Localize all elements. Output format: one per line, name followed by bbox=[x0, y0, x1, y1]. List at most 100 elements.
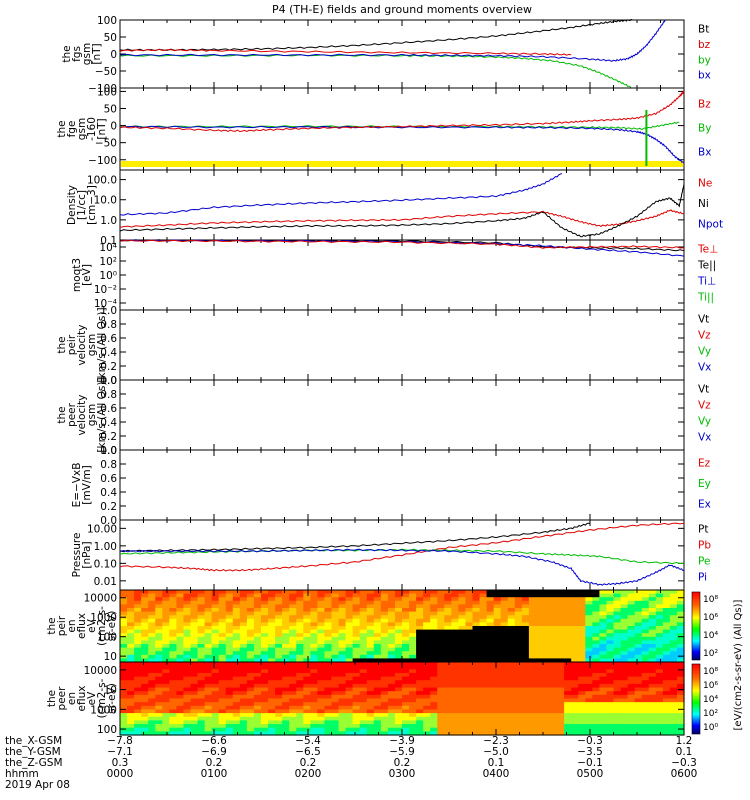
spectrogram-cell bbox=[169, 618, 177, 623]
spectrogram-cell bbox=[550, 683, 558, 689]
spectrogram-cell bbox=[557, 626, 565, 631]
spectrogram-cell bbox=[627, 669, 636, 674]
spectrogram-cell bbox=[394, 665, 403, 670]
series-line-p1-0 bbox=[119, 19, 633, 52]
spectrogram-cell bbox=[169, 687, 177, 692]
spectrogram-cell bbox=[211, 716, 220, 721]
legend-entry: Bx bbox=[698, 147, 711, 159]
spectrogram-cell bbox=[394, 654, 403, 659]
spectrogram-cell bbox=[606, 716, 615, 721]
spectrogram-cell bbox=[275, 713, 283, 718]
spectrogram-cell bbox=[275, 662, 283, 667]
spectrogram-cell bbox=[444, 633, 452, 638]
spectrogram-cell bbox=[535, 644, 544, 649]
spectrogram-cell bbox=[310, 669, 318, 674]
spectrogram-cell bbox=[366, 608, 375, 613]
spectrogram-cell bbox=[338, 724, 347, 729]
spectrogram-cell bbox=[310, 713, 318, 718]
spectrogram-cell bbox=[120, 662, 128, 667]
spectrogram-cell bbox=[535, 633, 544, 638]
spectrogram-cell bbox=[634, 647, 643, 652]
spectrogram-cell bbox=[444, 702, 452, 707]
spectrogram-cell bbox=[169, 691, 177, 696]
spectrogram-cell bbox=[211, 669, 220, 674]
y-tick-label: 10⁴ bbox=[99, 242, 117, 254]
colorbar-label: [eV/(cm2-s-sr-eV) (All Qs)] bbox=[733, 599, 744, 730]
spectrogram-cell bbox=[141, 600, 149, 605]
spectrogram-cell bbox=[183, 669, 192, 674]
spectrogram-cell bbox=[416, 633, 424, 638]
spectrogram-cell bbox=[289, 698, 297, 703]
x-tick-label: −0.1 bbox=[577, 757, 603, 769]
spectrogram-cell bbox=[190, 724, 199, 729]
spectrogram-cell bbox=[211, 651, 220, 656]
spectrogram-cell bbox=[169, 672, 177, 678]
spectrogram-cell bbox=[416, 680, 424, 685]
spectrogram-cell bbox=[585, 683, 593, 689]
spectrogram-cell bbox=[253, 694, 262, 700]
spectrogram-cell bbox=[345, 608, 354, 613]
spectrogram-cell bbox=[402, 600, 410, 605]
spectrogram-cell bbox=[338, 644, 347, 649]
spectrogram-cell bbox=[310, 694, 318, 700]
spectrogram-cell bbox=[620, 611, 629, 616]
spectrogram-cell bbox=[528, 687, 537, 692]
spectrogram-cell bbox=[662, 709, 671, 714]
y-axis-label: E=−VxB bbox=[71, 463, 83, 508]
spectrogram-cell bbox=[550, 611, 558, 616]
spectrogram-cell bbox=[387, 698, 396, 703]
spectrogram-cell bbox=[578, 691, 586, 696]
spectrogram-cell bbox=[120, 651, 128, 656]
spectrogram-cell bbox=[585, 633, 593, 638]
spectrogram-cell bbox=[458, 608, 467, 613]
spectrogram-cell bbox=[380, 615, 389, 620]
spectrogram-cell bbox=[592, 716, 600, 721]
spectrogram-cell bbox=[458, 640, 467, 645]
spectrogram-cell bbox=[641, 724, 650, 729]
spectrogram-cell bbox=[451, 647, 459, 652]
spectrogram-cell bbox=[380, 636, 389, 641]
spectrogram-cell bbox=[409, 590, 417, 595]
spectrogram-cell bbox=[578, 640, 586, 645]
spectrogram-cell bbox=[232, 691, 241, 696]
spectrogram-cell bbox=[239, 694, 248, 700]
spectrogram-cell bbox=[648, 705, 657, 711]
spectrogram-cell bbox=[380, 669, 389, 674]
spectrogram-cell bbox=[535, 713, 544, 718]
spectrogram-cell bbox=[310, 608, 318, 613]
spectrogram-cell bbox=[162, 651, 170, 656]
spectrogram-cell bbox=[155, 698, 163, 703]
spectrogram-cell bbox=[176, 590, 185, 595]
spectrogram-cell bbox=[162, 618, 170, 623]
spectrogram-cell bbox=[528, 597, 537, 602]
spectrogram-cell bbox=[550, 629, 558, 634]
spectrogram-cell bbox=[289, 608, 297, 613]
spectrogram-cell bbox=[430, 600, 438, 605]
series-group bbox=[119, 522, 685, 586]
spectrogram-cell bbox=[634, 676, 643, 681]
spectrogram-cell bbox=[521, 597, 530, 602]
spectrogram-cell bbox=[218, 702, 227, 707]
spectrogram-cell bbox=[409, 615, 417, 620]
spectrogram-cell bbox=[183, 593, 192, 598]
spectrogram-cell bbox=[359, 709, 368, 714]
spectrogram-cell bbox=[275, 633, 283, 638]
spectrogram-cell bbox=[134, 709, 142, 714]
spectrogram-cell bbox=[662, 593, 671, 598]
spectrogram-cell bbox=[676, 720, 685, 725]
colorbar-tick-label: 10⁴ bbox=[703, 695, 718, 705]
spectrogram-cell bbox=[416, 705, 424, 711]
spectrogram-cell bbox=[169, 647, 177, 652]
spectrogram-cell bbox=[620, 636, 629, 641]
spectrogram-cell bbox=[268, 654, 276, 659]
spectrogram-cell bbox=[134, 636, 142, 641]
spectrogram-cell bbox=[437, 724, 445, 729]
spectrogram-cell bbox=[669, 672, 678, 678]
y-tick-label: 0.4 bbox=[100, 417, 117, 429]
spectrogram-cell bbox=[373, 647, 382, 652]
spectrogram-cell bbox=[120, 698, 128, 703]
spectrogram-cell bbox=[253, 640, 262, 645]
spectrogram-cell bbox=[253, 669, 262, 674]
spectrogram-cell bbox=[402, 683, 410, 689]
spectrogram-cell bbox=[359, 720, 368, 725]
